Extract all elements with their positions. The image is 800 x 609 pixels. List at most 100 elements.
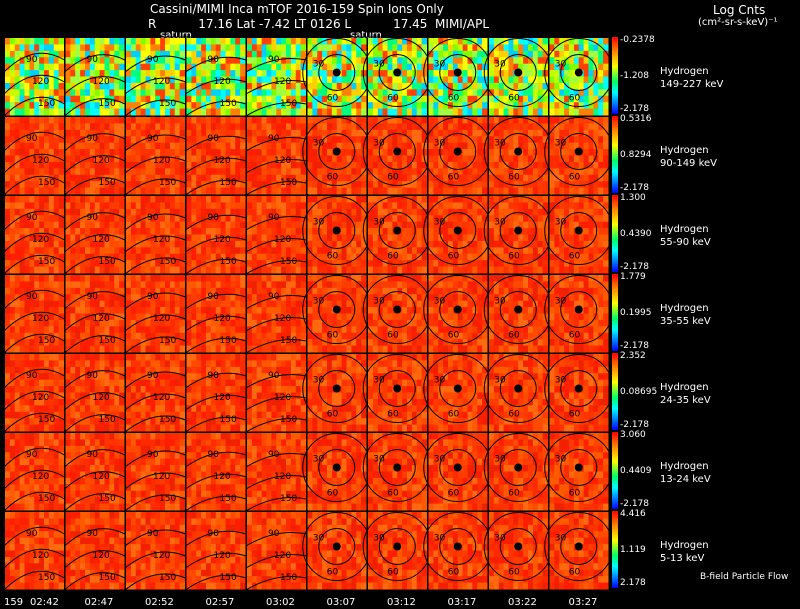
- heatmap-panel: 30 60: [483, 510, 553, 591]
- contour-label: 120: [153, 551, 170, 561]
- heatmap-panel: 30 60: [483, 36, 553, 117]
- contour-label: 60: [448, 410, 460, 420]
- heatmap-panel: 30 60: [362, 510, 432, 591]
- contour-label: 150: [159, 415, 176, 425]
- contour-label: 120: [274, 314, 291, 324]
- contour-label: 90: [26, 213, 38, 223]
- contour-label: 120: [32, 235, 49, 245]
- contour-label: 30: [313, 218, 325, 228]
- contour-label: 120: [32, 393, 49, 403]
- time-tick-label: 03:22: [508, 597, 537, 608]
- contour-label: 60: [508, 489, 520, 499]
- heatmap-panel: 90 120 150: [3, 352, 65, 433]
- contour-label: 90: [26, 292, 38, 302]
- heatmap-panel: 90 120 150: [3, 194, 65, 275]
- contour-label: 30: [434, 297, 446, 307]
- contour-label: 150: [220, 257, 237, 267]
- contour-label: 30: [313, 60, 325, 70]
- contour-label: 150: [280, 494, 297, 504]
- contour-label: 120: [274, 235, 291, 245]
- contour-label: 90: [87, 55, 99, 65]
- heatmap-panel: 30 60: [423, 194, 493, 275]
- heatmap-panel: 30 60: [544, 352, 614, 433]
- row-label: Hydrogen 90-149 keV: [660, 145, 718, 169]
- contour-label: 150: [38, 494, 55, 504]
- contour-label: 30: [434, 218, 446, 228]
- contour-label: 150: [159, 99, 176, 109]
- contour-label: 60: [448, 331, 460, 341]
- colorbar-tick-label: -2.178: [620, 499, 650, 509]
- contour-label: 90: [208, 55, 220, 65]
- contour-label: 150: [38, 573, 55, 583]
- colorbar: [612, 274, 618, 351]
- contour-label: 90: [147, 371, 159, 381]
- heatmap-panel: 30 60: [483, 431, 553, 512]
- contour-label: 120: [214, 551, 231, 561]
- heatmap-panel: 30 60: [483, 352, 553, 433]
- contour-label: 90: [26, 450, 38, 460]
- contour-label: 30: [313, 455, 325, 465]
- contour-label: 150: [99, 257, 116, 267]
- contour-label: 60: [387, 252, 399, 262]
- contour-label: 90: [208, 213, 220, 223]
- row-label: Hydrogen 13-24 keV: [660, 461, 711, 485]
- heatmap-panel: 30 60: [544, 510, 614, 591]
- colorbar-tick-label: 0.1995: [620, 307, 652, 318]
- colorbar-tick-label: -2.178: [620, 104, 650, 114]
- row-label: Hydrogen 24-35 keV: [660, 382, 711, 406]
- contour-label: 60: [569, 252, 581, 262]
- colorbar: [612, 37, 618, 114]
- contour-label: 90: [268, 450, 280, 460]
- contour-label: 60: [569, 173, 581, 183]
- contour-label: 60: [508, 173, 520, 183]
- contour-label: 120: [93, 77, 110, 87]
- contour-label: 120: [214, 156, 231, 166]
- contour-label: 60: [508, 252, 520, 262]
- heatmap-panel: 30 60: [302, 115, 372, 196]
- colorbar-tick-label: -0.2378: [620, 35, 655, 45]
- heatmap-panel: 30 60: [362, 194, 432, 275]
- colorbar-tick-label: -2.178: [620, 420, 650, 430]
- contour-label: 30: [555, 297, 567, 307]
- row-label: Hydrogen 5-13 keV: [660, 540, 709, 564]
- contour-label: 120: [32, 77, 49, 87]
- contour-label: 150: [220, 415, 237, 425]
- contour-label: 90: [147, 529, 159, 539]
- contour-label: 90: [147, 55, 159, 65]
- contour-label: 90: [87, 292, 99, 302]
- heatmap-panel: 30 60: [302, 510, 372, 591]
- contour-label: 90: [87, 450, 99, 460]
- contour-label: 120: [153, 77, 170, 87]
- heatmap-panel: 90 120 150: [64, 352, 126, 433]
- heatmap-panel: 90 120 150: [185, 115, 247, 196]
- contour-label: 120: [153, 235, 170, 245]
- heatmap-panel: 90 120 150: [64, 194, 126, 275]
- colorbar-tick-label: 1.779: [620, 272, 646, 282]
- row-label: Hydrogen 35-55 keV: [660, 303, 711, 327]
- contour-label: 120: [274, 472, 291, 482]
- time-tick-label: 02:42: [30, 597, 59, 608]
- heatmap-panel: 90 120 150: [245, 194, 307, 275]
- heatmap-panel: 30 60: [483, 115, 553, 196]
- contour-label: 30: [373, 376, 385, 386]
- contour-label: 30: [494, 139, 506, 149]
- heatmap-panel: 30 60: [544, 273, 614, 354]
- heatmap-panel: 90 120 150: [124, 510, 186, 591]
- contour-label: 30: [555, 376, 567, 386]
- contour-label: 90: [87, 213, 99, 223]
- contour-label: 60: [327, 173, 339, 183]
- heatmap-panel: 30 60: [302, 352, 372, 433]
- heatmap-panel: 30 60: [362, 36, 432, 117]
- contour-label: 150: [159, 494, 176, 504]
- heatmap-panel: 30 60: [423, 431, 493, 512]
- time-tick-label: 03:02: [266, 597, 295, 608]
- row-label: Hydrogen 149-227 keV: [660, 66, 724, 90]
- time-tick-label: 02:52: [145, 597, 174, 608]
- contour-label: 30: [434, 139, 446, 149]
- contour-label: 90: [208, 292, 220, 302]
- time-tick-label: 03:17: [447, 597, 477, 608]
- contour-label: 30: [494, 60, 506, 70]
- heatmap-panel: 30 60: [423, 36, 493, 117]
- heatmap-panel: 90 120 150: [124, 431, 186, 512]
- colorbar-tick-label: 0.5316: [620, 114, 652, 124]
